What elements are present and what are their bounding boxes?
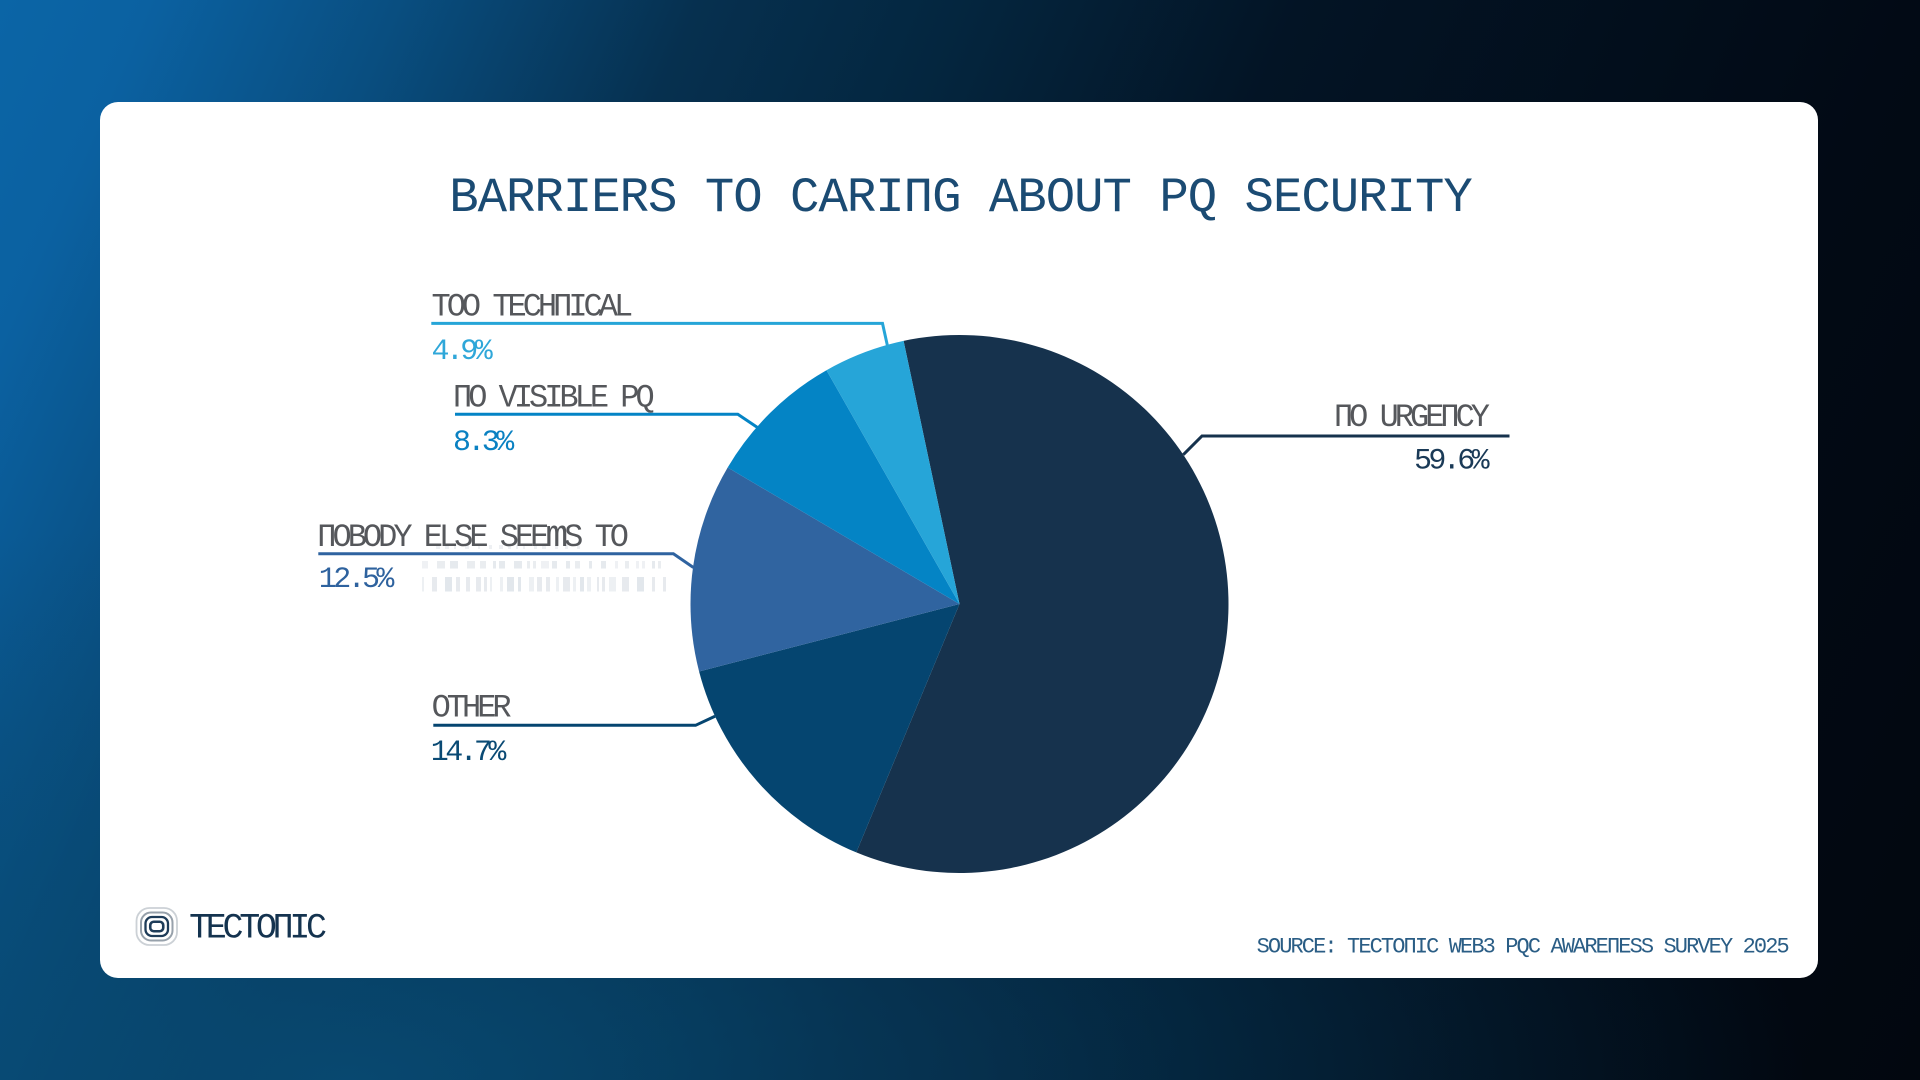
svg-text:ПO VISIBLE PQ: ПO VISIBLE PQ xyxy=(453,380,653,417)
svg-text:59.6%: 59.6% xyxy=(1414,445,1491,479)
svg-text:OTHER: OTHER xyxy=(432,690,512,727)
svg-text:8.3%: 8.3% xyxy=(453,426,515,460)
svg-text:12.5%: 12.5% xyxy=(319,563,396,597)
svg-text:TOO TECHПICAL: TOO TECHПICAL xyxy=(432,289,632,326)
svg-text:14.7%: 14.7% xyxy=(431,736,508,770)
svg-text:4.9%: 4.9% xyxy=(432,335,494,369)
svg-text:BARRIERS TO CARIПG ABOUT PQ SE: BARRIERS TO CARIПG ABOUT PQ SECURITY xyxy=(449,170,1472,226)
svg-text:TECTOПIC: TECTOПIC xyxy=(189,908,326,948)
svg-text:SOURCE: TECTOПIC WEB3 PQC AWAR: SOURCE: TECTOПIC WEB3 PQC AWAREПESS SURV… xyxy=(1257,934,1789,959)
svg-text:ПOBODY ELSE SEEmS TO: ПOBODY ELSE SEEmS TO xyxy=(317,515,627,558)
svg-text:ПO URGEПCY: ПO URGEПCY xyxy=(1334,399,1490,436)
